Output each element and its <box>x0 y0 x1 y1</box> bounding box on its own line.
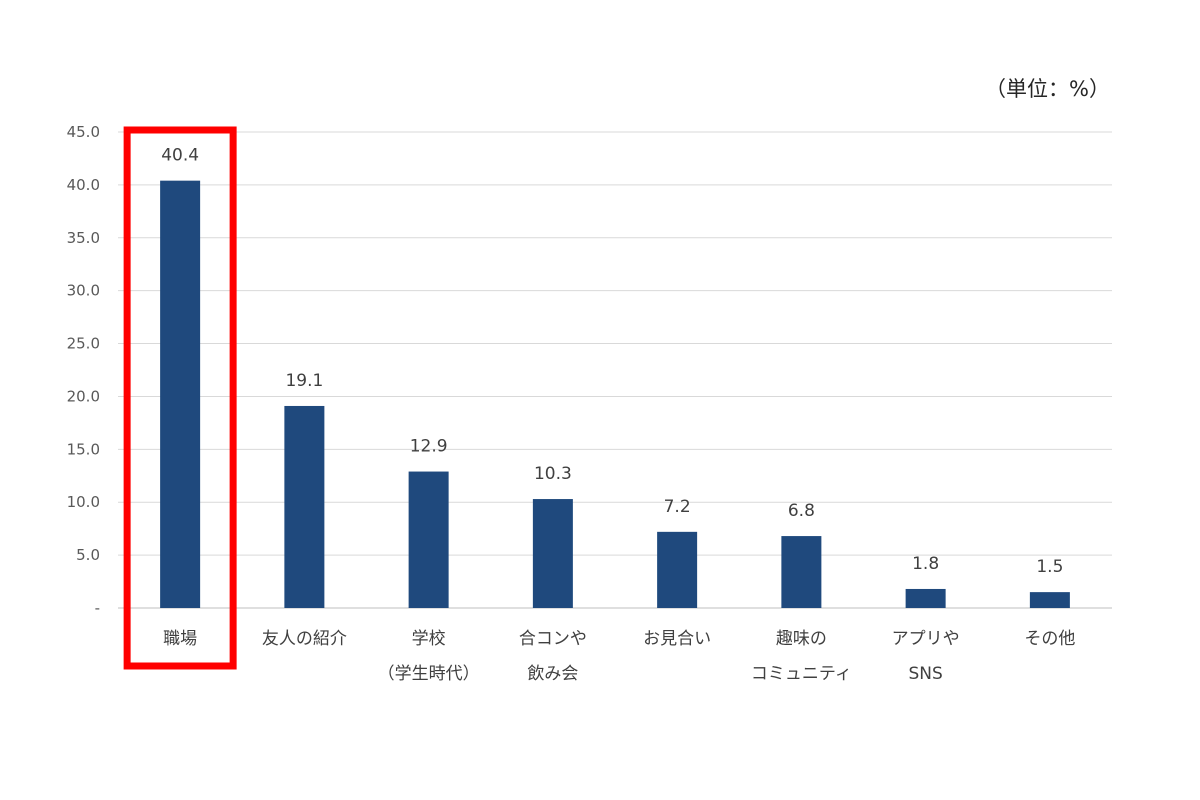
y-tick-label: - <box>95 599 100 617</box>
category-label: 学校 <box>412 629 446 649</box>
category-label: 趣味の <box>776 629 827 649</box>
category-label: 合コンや <box>519 629 587 649</box>
category-label: お見合い <box>643 629 711 649</box>
bar <box>532 499 573 608</box>
bar <box>657 531 698 608</box>
y-tick-label: 25.0 <box>67 335 100 353</box>
data-label: 12.9 <box>410 437 448 457</box>
y-tick-label: 30.0 <box>67 282 100 300</box>
data-label: 19.1 <box>285 371 323 391</box>
bar <box>284 405 325 608</box>
bar <box>160 180 201 608</box>
bar <box>781 536 822 608</box>
bars <box>160 180 1070 608</box>
bar <box>1029 592 1070 608</box>
category-label: アプリや <box>892 629 960 649</box>
y-tick-label: 5.0 <box>76 546 100 564</box>
y-tick-label: 20.0 <box>67 387 100 405</box>
highlight-box-layer <box>123 126 237 670</box>
data-labels: 40.4 19.1 12.9 10.3 7.2 6.8 1.8 1.5 <box>161 146 1063 577</box>
data-label: 40.4 <box>161 146 199 166</box>
gridlines <box>118 131 1112 609</box>
y-tick-label: 15.0 <box>67 440 100 458</box>
bar <box>905 588 946 608</box>
data-label: 6.8 <box>788 501 815 521</box>
y-tick-label: 45.0 <box>67 123 100 141</box>
category-label: （学生時代） <box>378 664 480 684</box>
data-label: 10.3 <box>534 464 572 484</box>
y-axis-ticks: - 5.0 10.0 15.0 20.0 25.0 30.0 35.0 40.0 45.0 <box>67 123 100 617</box>
data-label: 7.2 <box>664 497 691 517</box>
highlight-box <box>123 126 237 670</box>
category-label: コミュニティ <box>751 664 852 684</box>
category-label: その他 <box>1024 629 1075 649</box>
category-label: 友人の紹介 <box>262 629 347 649</box>
data-label: 1.8 <box>912 554 939 574</box>
category-label: 飲み会 <box>527 664 578 684</box>
bar <box>408 471 449 608</box>
y-tick-label: 35.0 <box>67 229 100 247</box>
y-tick-label: 40.0 <box>67 176 100 194</box>
unit-label: （単位：%） <box>985 77 1110 101</box>
category-label: SNS <box>908 664 942 684</box>
y-tick-label: 10.0 <box>67 493 100 511</box>
category-label: 職場 <box>163 629 197 649</box>
data-label: 1.5 <box>1036 557 1063 577</box>
